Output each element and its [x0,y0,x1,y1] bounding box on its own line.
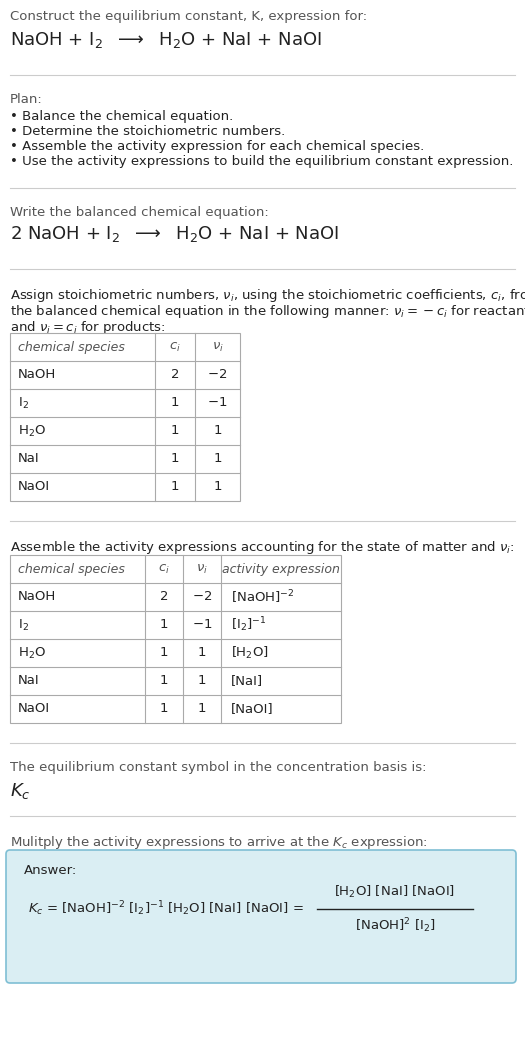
Text: • Determine the stoichiometric numbers.: • Determine the stoichiometric numbers. [10,125,285,138]
Text: [NaOH]$^2$ [I$_2$]: [NaOH]$^2$ [I$_2$] [354,917,435,936]
Text: 1: 1 [213,424,222,438]
Text: NaI: NaI [18,453,39,465]
Text: [H$_2$O]: [H$_2$O] [231,645,269,662]
Text: H$_2$O: H$_2$O [18,646,46,660]
Text: 1: 1 [160,674,168,688]
Text: Plan:: Plan: [10,93,43,106]
Text: NaI: NaI [18,674,39,688]
Text: 1: 1 [171,424,179,438]
Text: 2 NaOH + I$_2$  $\longrightarrow$  H$_2$O + NaI + NaOI: 2 NaOH + I$_2$ $\longrightarrow$ H$_2$O … [10,224,339,244]
Text: chemical species: chemical species [18,563,125,575]
Text: 1: 1 [160,647,168,659]
Text: $-$1: $-$1 [207,397,228,410]
Text: 1: 1 [213,453,222,465]
Text: 1: 1 [160,702,168,715]
Text: NaOI: NaOI [18,481,50,494]
Text: NaOH: NaOH [18,590,56,604]
Text: Write the balanced chemical equation:: Write the balanced chemical equation: [10,206,269,219]
Text: chemical species: chemical species [18,340,125,354]
Text: 1: 1 [198,674,206,688]
Text: [NaOH]$^{-2}$: [NaOH]$^{-2}$ [231,588,295,606]
Text: Assemble the activity expressions accounting for the state of matter and $\nu_i$: Assemble the activity expressions accoun… [10,539,514,556]
Text: Answer:: Answer: [24,864,77,877]
Text: $\nu_i$: $\nu_i$ [196,563,208,575]
Text: 1: 1 [198,702,206,715]
Text: 1: 1 [171,453,179,465]
Text: 1: 1 [171,481,179,494]
Text: 1: 1 [213,481,222,494]
Text: I$_2$: I$_2$ [18,617,29,632]
Text: 2: 2 [171,369,179,381]
Text: and $\nu_i = c_i$ for products:: and $\nu_i = c_i$ for products: [10,319,165,336]
Text: NaOH: NaOH [18,369,56,381]
Text: $K_c$: $K_c$ [10,781,30,801]
Text: The equilibrium constant symbol in the concentration basis is:: The equilibrium constant symbol in the c… [10,761,426,774]
Text: $-$1: $-$1 [192,618,212,631]
Text: Assign stoichiometric numbers, $\nu_i$, using the stoichiometric coefficients, $: Assign stoichiometric numbers, $\nu_i$, … [10,287,525,304]
Text: the balanced chemical equation in the following manner: $\nu_i = -c_i$ for react: the balanced chemical equation in the fo… [10,303,525,320]
FancyBboxPatch shape [6,850,516,983]
Text: activity expression: activity expression [222,563,340,575]
Text: I$_2$: I$_2$ [18,396,29,411]
Text: 1: 1 [171,397,179,410]
Text: H$_2$O: H$_2$O [18,423,46,439]
Text: 1: 1 [198,647,206,659]
Text: Mulitply the activity expressions to arrive at the $K_c$ expression:: Mulitply the activity expressions to arr… [10,834,428,851]
Bar [10,555,341,723]
Text: [H$_2$O] [NaI] [NaOI]: [H$_2$O] [NaI] [NaOI] [334,884,456,900]
Text: 2: 2 [160,590,168,604]
Text: $-$2: $-$2 [192,590,212,604]
Text: • Use the activity expressions to build the equilibrium constant expression.: • Use the activity expressions to build … [10,155,513,168]
Text: $-$2: $-$2 [207,369,228,381]
Text: • Balance the chemical equation.: • Balance the chemical equation. [10,110,233,123]
Text: [NaI]: [NaI] [231,674,263,688]
Text: Construct the equilibrium constant, K, expression for:: Construct the equilibrium constant, K, e… [10,10,367,23]
Text: [NaOI]: [NaOI] [231,702,274,715]
Text: NaOI: NaOI [18,702,50,715]
Text: $\nu_i$: $\nu_i$ [212,340,224,354]
Text: $c_i$: $c_i$ [169,340,181,354]
Text: $K_c$ = [NaOH]$^{-2}$ [I$_2$]$^{-1}$ [H$_2$O] [NaI] [NaOI] =: $K_c$ = [NaOH]$^{-2}$ [I$_2$]$^{-1}$ [H$… [28,900,305,919]
Text: 1: 1 [160,618,168,631]
Bar [10,333,240,501]
Text: • Assemble the activity expression for each chemical species.: • Assemble the activity expression for e… [10,140,424,153]
Text: $c_i$: $c_i$ [158,563,170,575]
Text: NaOH + I$_2$  $\longrightarrow$  H$_2$O + NaI + NaOI: NaOH + I$_2$ $\longrightarrow$ H$_2$O + … [10,30,322,50]
Text: [I$_2$]$^{-1}$: [I$_2$]$^{-1}$ [231,615,267,634]
